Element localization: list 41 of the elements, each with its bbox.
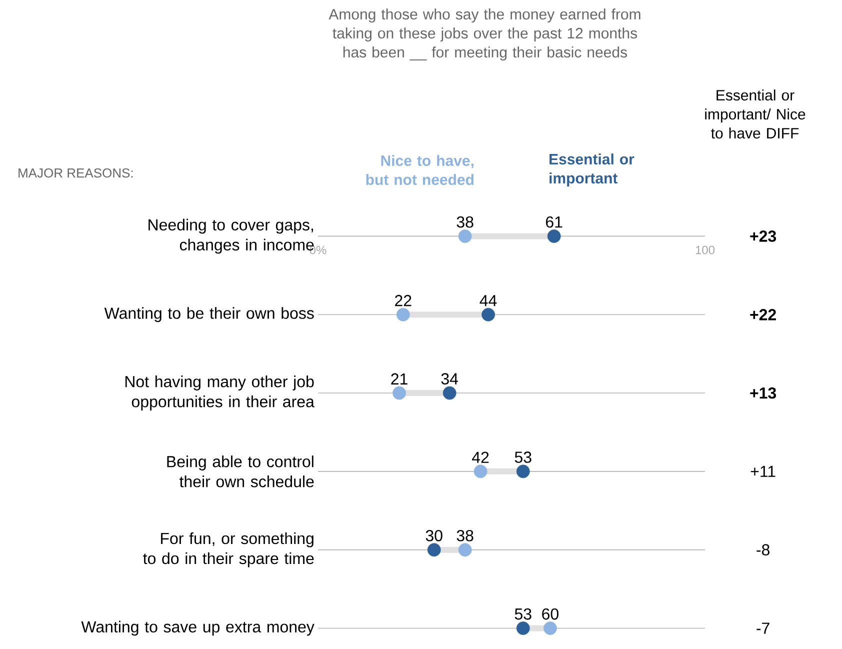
data-label: 38	[456, 216, 474, 228]
data-label: 21	[391, 373, 408, 384]
data-label: 38	[456, 530, 474, 542]
point	[392, 386, 406, 400]
text: Essential or important/ Nice to have DIFF	[705, 90, 806, 139]
text: +22	[750, 309, 776, 320]
text: MAJOR REASONS:	[18, 168, 133, 178]
point	[427, 543, 441, 557]
data-label: 53	[514, 452, 532, 463]
data-label: 42	[472, 452, 489, 463]
data-label: 44	[480, 295, 497, 306]
data-label: 60	[542, 608, 558, 620]
point	[442, 386, 456, 400]
point	[474, 464, 488, 478]
x-tick-label: 100	[696, 246, 715, 254]
point	[482, 308, 495, 322]
text: Essential or important	[550, 154, 634, 186]
text: +13	[750, 387, 776, 399]
text: Nice to have, but not needed	[366, 154, 474, 185]
text: -7	[756, 622, 770, 634]
text: -8	[756, 544, 770, 556]
point	[516, 464, 530, 478]
y-tick-label: Wanting to be their own boss	[104, 307, 314, 322]
point	[547, 230, 561, 243]
point	[544, 622, 557, 635]
y-tick-label: For fun, or something to do in their spare time	[143, 532, 314, 568]
y-tick-label: Not having many other job opportunities in their area	[125, 376, 314, 410]
data-label: 22	[395, 294, 412, 306]
data-label: 30	[426, 530, 442, 542]
text: +11	[750, 466, 776, 477]
data-label: 53	[514, 608, 532, 620]
y-tick-label: Being able to control their own schedule	[167, 456, 314, 488]
point	[458, 543, 472, 557]
y-tick-label: Wanting to save up extra money	[81, 620, 314, 636]
chart-title: Among those who say the money earned from taking on these jobs over the past 12 months has been __ for meeting their basic needs	[328, 8, 640, 61]
text: +23	[750, 230, 776, 242]
data-label: 34	[441, 373, 458, 384]
data-label: 61	[546, 216, 562, 228]
point	[396, 308, 410, 322]
point	[516, 622, 530, 635]
point	[458, 230, 472, 243]
